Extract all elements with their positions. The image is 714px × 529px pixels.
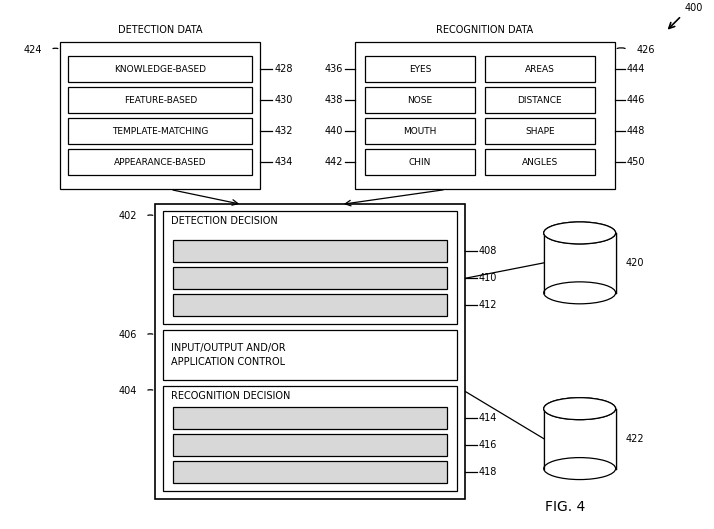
Bar: [174, 434, 447, 456]
Ellipse shape: [544, 282, 615, 304]
Text: 442: 442: [325, 157, 343, 167]
Text: FACE DETECTION: FACE DETECTION: [272, 441, 348, 450]
Bar: [544, 233, 615, 293]
Text: FIG. 4: FIG. 4: [545, 500, 585, 514]
Bar: [544, 409, 615, 469]
Ellipse shape: [544, 398, 615, 419]
Text: 416: 416: [479, 440, 497, 450]
Text: 418: 418: [479, 467, 497, 477]
Text: DISTANCE: DISTANCE: [518, 96, 562, 105]
Bar: [69, 87, 252, 113]
Text: FEATURE-BASED: FEATURE-BASED: [124, 96, 197, 105]
Text: 406: 406: [119, 330, 137, 340]
Text: FACE TRAINING: FACE TRAINING: [276, 301, 344, 310]
Text: 410: 410: [479, 273, 497, 284]
Bar: [365, 56, 475, 82]
Bar: [164, 386, 457, 491]
Bar: [69, 149, 252, 175]
Ellipse shape: [544, 398, 615, 419]
Bar: [164, 212, 457, 324]
Text: 432: 432: [274, 126, 293, 136]
Bar: [69, 56, 252, 82]
Bar: [365, 118, 475, 144]
Text: 408: 408: [479, 247, 497, 257]
Bar: [485, 56, 595, 82]
Text: AREAS: AREAS: [525, 65, 555, 74]
Text: 430: 430: [274, 95, 293, 105]
Text: 422: 422: [625, 434, 644, 444]
Text: ANGLES: ANGLES: [522, 158, 558, 167]
Bar: [164, 330, 457, 380]
Bar: [69, 118, 252, 144]
Text: NOSE: NOSE: [408, 96, 433, 105]
Bar: [174, 461, 447, 483]
Bar: [485, 118, 595, 144]
Text: 438: 438: [325, 95, 343, 105]
Text: APPLICATION CONTROL: APPLICATION CONTROL: [171, 357, 286, 367]
Text: RECOGNITION DECISION: RECOGNITION DECISION: [171, 391, 291, 401]
Text: 448: 448: [627, 126, 645, 136]
Ellipse shape: [544, 222, 615, 244]
Text: DETECTION DATA: DETECTION DATA: [118, 25, 203, 35]
Text: FACE TRAINING: FACE TRAINING: [276, 468, 344, 477]
Text: MODEL: MODEL: [294, 247, 326, 256]
Bar: [61, 42, 260, 189]
Text: 412: 412: [479, 300, 498, 311]
Bar: [174, 407, 447, 429]
Text: 450: 450: [627, 157, 645, 167]
Text: 400: 400: [685, 3, 703, 13]
Bar: [485, 149, 595, 175]
Ellipse shape: [544, 458, 615, 480]
Text: APPEARANCE-BASED: APPEARANCE-BASED: [114, 158, 206, 167]
Bar: [544, 409, 615, 469]
Text: TEMPLATE-MATCHING: TEMPLATE-MATCHING: [112, 126, 208, 135]
Text: 402: 402: [119, 212, 137, 222]
Text: DETECTION DECISION: DETECTION DECISION: [171, 216, 278, 226]
Bar: [544, 233, 615, 293]
Bar: [155, 205, 465, 499]
Text: 404: 404: [119, 386, 137, 396]
Text: MOUTH: MOUTH: [403, 126, 436, 135]
Text: 444: 444: [627, 64, 645, 74]
Text: 414: 414: [479, 413, 497, 423]
Ellipse shape: [544, 222, 615, 244]
Text: KNOWLEDGE-BASED: KNOWLEDGE-BASED: [114, 65, 206, 74]
Text: INPUT/OUTPUT AND/OR: INPUT/OUTPUT AND/OR: [171, 343, 286, 353]
Text: FACE DETECTION: FACE DETECTION: [272, 274, 348, 283]
Text: 420: 420: [625, 258, 644, 268]
Bar: [355, 42, 615, 189]
Text: CHIN: CHIN: [408, 158, 431, 167]
Bar: [174, 294, 447, 316]
Text: MODEL: MODEL: [294, 414, 326, 423]
Text: EYES: EYES: [408, 65, 431, 74]
Text: 428: 428: [274, 64, 293, 74]
Bar: [174, 240, 447, 262]
Text: 434: 434: [274, 157, 293, 167]
Bar: [174, 267, 447, 289]
Bar: [365, 149, 475, 175]
Text: 436: 436: [325, 64, 343, 74]
Text: 440: 440: [325, 126, 343, 136]
Bar: [365, 87, 475, 113]
Bar: [485, 87, 595, 113]
Text: SHAPE: SHAPE: [525, 126, 555, 135]
Text: 424: 424: [24, 44, 42, 54]
Text: RECOGNITION DATA: RECOGNITION DATA: [436, 25, 533, 35]
Text: 426: 426: [637, 44, 655, 54]
Text: 446: 446: [627, 95, 645, 105]
